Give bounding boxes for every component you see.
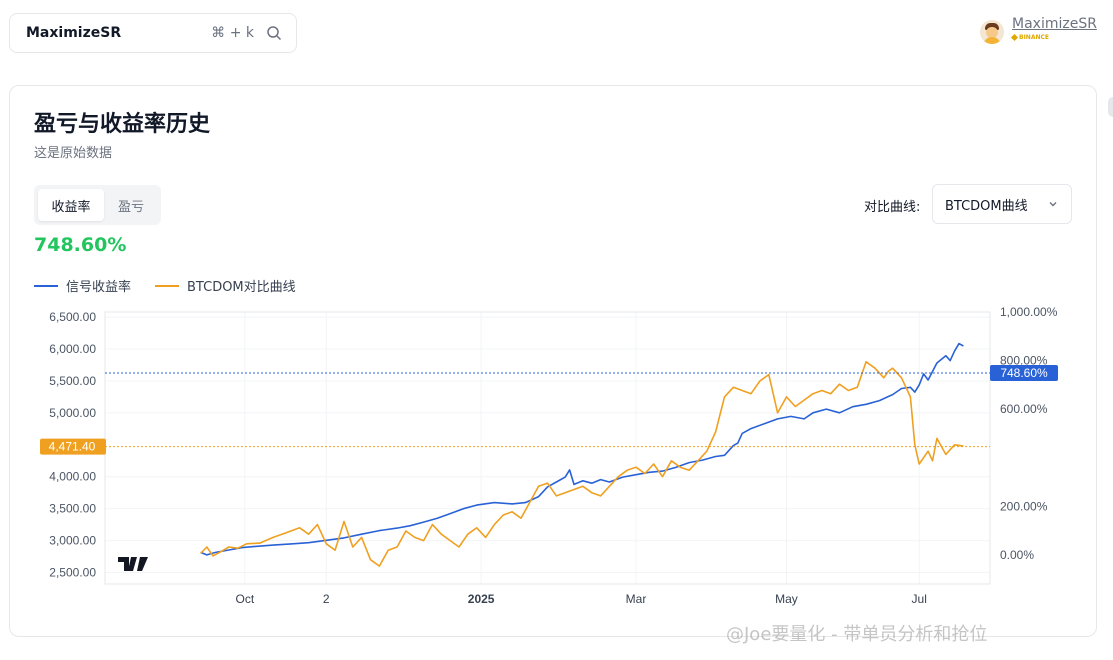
right-axis-tick-label: 1,000.00% — [1000, 305, 1058, 319]
metric-tabs: 收益率 盈亏 — [34, 185, 161, 225]
user-profile[interactable]: MaximizeSR BINANCE — [980, 16, 1097, 44]
chevron-down-icon — [1049, 202, 1057, 207]
left-current-badge — [40, 438, 106, 455]
tradingview-logo-icon — [118, 557, 148, 571]
left-axis-tick-label: 6,500.00 — [49, 310, 96, 324]
right-current-badge — [990, 365, 1058, 382]
right-axis-tick-label: 200.00% — [1000, 499, 1048, 513]
username-link[interactable]: MaximizeSR — [1012, 16, 1097, 32]
x-axis-tick-label: Jul — [912, 592, 927, 606]
series-line-signal — [200, 342, 964, 556]
x-axis-tick-label: Oct — [235, 592, 254, 606]
shortcut-hint: ⌘ + k — [211, 25, 254, 41]
right-axis-tick-label: 0.00% — [1000, 548, 1034, 562]
search-bar[interactable]: MaximizeSR ⌘ + k — [9, 13, 297, 53]
x-axis-tick-label: 2025 — [468, 592, 495, 606]
current-return-value: 748.60% — [34, 234, 127, 256]
right-axis-tick-label: 600.00% — [1000, 402, 1048, 416]
left-axis-tick-label: 2,500.00 — [49, 566, 96, 580]
search-icon[interactable] — [266, 25, 282, 41]
chart-legend: 信号收益率 BTCDOM对比曲线 — [34, 276, 320, 295]
avatar[interactable] — [980, 20, 1004, 44]
compare-selected: BTCDOM曲线 — [945, 198, 1028, 214]
watermark: @Joe要量化 - 带单员分析和抢位 — [726, 624, 988, 645]
compare-label: 对比曲线: — [864, 200, 921, 215]
legend-label-signal: 信号收益率 — [66, 280, 132, 295]
right-axis-tick-label: 800.00% — [1000, 354, 1048, 368]
exchange-badge: BINANCE — [1010, 33, 1097, 42]
left-axis-tick-label: 3,500.00 — [49, 502, 96, 516]
search-value: MaximizeSR — [26, 25, 122, 41]
left-current-label: 4,471.40 — [49, 440, 96, 454]
tab-return-rate[interactable]: 收益率 — [38, 189, 104, 221]
card-subtitle: 这是原始数据 — [34, 146, 113, 161]
tab-pnl[interactable]: 盈亏 — [117, 199, 144, 215]
left-axis-tick-label: 4,000.00 — [49, 470, 96, 484]
legend-swatch-btcdom — [155, 284, 180, 287]
x-axis-tick-label: 2 — [323, 592, 330, 606]
legend-swatch-signal — [34, 284, 58, 287]
legend-item-btcdom[interactable]: BTCDOM对比曲线 — [155, 276, 296, 295]
left-axis-tick-label: 5,000.00 — [49, 406, 96, 420]
legend-label-btcdom: BTCDOM对比曲线 — [187, 280, 296, 295]
compare-select[interactable]: BTCDOM曲线 — [932, 184, 1072, 224]
legend-item-signal[interactable]: 信号收益率 — [34, 276, 131, 295]
left-axis-tick-label: 5,500.00 — [49, 374, 96, 388]
card-title: 盈亏与收益率历史 — [34, 112, 211, 137]
plot-frame — [104, 311, 991, 585]
left-axis-tick-label: 6,000.00 — [49, 342, 96, 356]
right-current-label: 748.60% — [1000, 366, 1048, 380]
scrollbar-handle[interactable] — [1108, 97, 1113, 117]
history-card: 盈亏与收益率历史 这是原始数据 收益率 盈亏 748.60% 对比曲线: BTC… — [9, 85, 1097, 637]
x-axis-tick-label: Mar — [626, 592, 647, 606]
series-line-btcdom — [200, 360, 964, 567]
left-axis-tick-label: 3,000.00 — [49, 534, 96, 548]
x-axis-tick-label: May — [775, 592, 798, 606]
